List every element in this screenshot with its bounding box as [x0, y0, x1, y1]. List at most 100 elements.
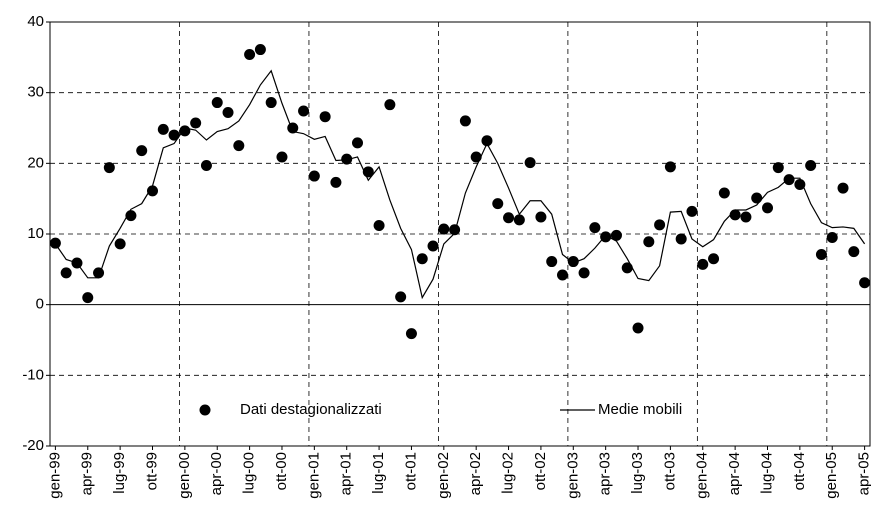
x-tick-label: apr-05	[856, 452, 871, 495]
data-point	[211, 97, 223, 109]
data-point	[578, 267, 590, 279]
data-point	[179, 125, 191, 137]
y-tick-label: 30	[27, 84, 44, 101]
data-point	[481, 135, 493, 147]
x-tick-label: lug-99	[111, 452, 128, 494]
x-tick-label: gen-02	[435, 452, 452, 499]
x-tick-label: lug-00	[241, 452, 258, 494]
y-tick-label: 10	[27, 225, 44, 242]
plot-frame	[49, 21, 871, 447]
y-tick-label: -10	[22, 366, 44, 383]
data-point	[103, 162, 115, 174]
data-point	[395, 291, 407, 303]
data-point	[751, 192, 763, 204]
x-tick-label: apr-01	[338, 452, 355, 495]
x-tick-label: apr-02	[467, 452, 484, 495]
data-point	[610, 229, 622, 241]
data-point	[341, 153, 353, 165]
data-point	[740, 211, 752, 223]
data-point	[190, 117, 202, 129]
data-point	[632, 322, 644, 334]
y-tick-label: -20	[22, 437, 44, 454]
legend-label: Dati destagionalizzati	[240, 401, 382, 418]
data-point	[427, 240, 439, 252]
data-point	[459, 115, 471, 127]
data-point	[503, 212, 515, 224]
x-tick-label: ott-04	[791, 452, 808, 490]
data-point	[147, 185, 158, 197]
data-point	[643, 236, 655, 248]
data-point	[298, 105, 310, 117]
y-tick-label: 0	[36, 296, 44, 313]
data-point	[837, 182, 849, 194]
data-point	[535, 211, 547, 223]
data-point	[244, 49, 256, 61]
data-point	[815, 248, 827, 260]
data-point	[330, 176, 342, 188]
data-point	[82, 292, 94, 304]
data-point	[49, 237, 61, 249]
data-point	[794, 179, 806, 191]
x-tick-label: lug-03	[629, 452, 646, 494]
data-point	[621, 262, 633, 274]
x-tick-label: gen-00	[176, 452, 193, 499]
data-point	[405, 328, 417, 340]
data-point	[200, 159, 212, 171]
data-point	[524, 157, 536, 169]
data-point	[222, 106, 234, 118]
data-point	[805, 159, 817, 171]
data-point	[762, 202, 773, 214]
data-point	[60, 267, 72, 279]
data-point	[718, 187, 730, 199]
data-point	[492, 198, 504, 210]
data-point	[136, 145, 148, 157]
x-tick-label: apr-04	[726, 452, 743, 495]
data-point	[265, 97, 277, 109]
data-point	[352, 137, 363, 149]
data-point	[664, 161, 676, 173]
data-point	[157, 123, 169, 135]
data-point	[233, 140, 245, 152]
y-tick-label: 40	[27, 13, 44, 30]
data-point	[449, 224, 461, 236]
data-point	[373, 220, 385, 232]
data-point	[438, 223, 450, 235]
data-point	[686, 205, 698, 217]
x-tick-label: ott-99	[143, 452, 160, 490]
data-point	[513, 214, 525, 226]
legend-marker	[199, 404, 211, 416]
x-tick-label: apr-00	[208, 452, 225, 495]
data-point	[384, 99, 396, 111]
x-tick-label: gen-99	[46, 452, 63, 499]
data-point	[697, 258, 709, 270]
data-point	[546, 256, 558, 268]
data-point	[675, 233, 687, 245]
data-point	[114, 238, 126, 250]
x-tick-label: ott-00	[273, 452, 290, 490]
legend-label: Medie mobili	[598, 401, 682, 418]
line-series	[54, 69, 866, 300]
data-point	[708, 253, 720, 265]
data-point	[125, 210, 137, 222]
x-tick-label: lug-04	[758, 452, 775, 494]
data-point	[783, 174, 795, 186]
x-tick-label: apr-99	[79, 452, 96, 495]
y-tick-label: 20	[27, 154, 44, 171]
x-tick-label: lug-02	[500, 452, 517, 494]
x-tick-label: gen-01	[305, 452, 322, 499]
data-point	[772, 162, 784, 174]
data-point	[848, 246, 860, 258]
x-tick-label: lug-01	[370, 452, 387, 494]
data-point	[826, 232, 838, 244]
x-tick-label: ott-01	[402, 452, 419, 490]
data-point	[319, 111, 331, 123]
data-point	[729, 209, 741, 221]
data-point	[416, 253, 428, 265]
data-point	[254, 44, 266, 56]
data-point	[470, 151, 482, 163]
data-point	[859, 277, 871, 289]
data-point	[654, 219, 666, 231]
data-point	[276, 151, 288, 163]
x-tick-label: ott-03	[661, 452, 678, 490]
